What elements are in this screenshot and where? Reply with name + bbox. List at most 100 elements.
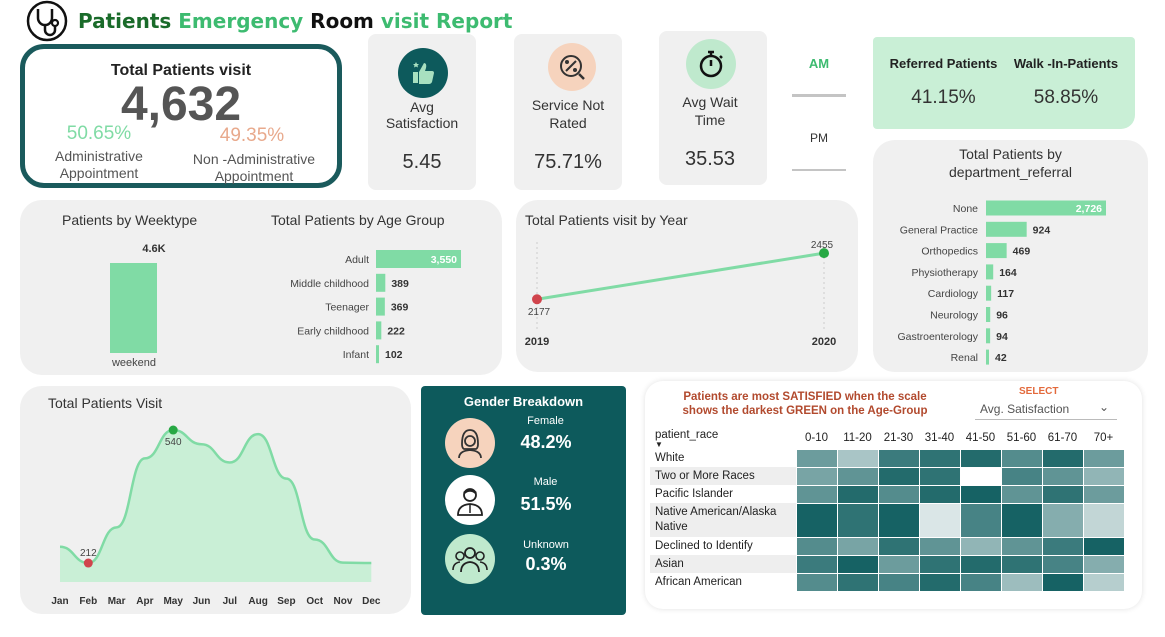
heatmap-cell[interactable] xyxy=(960,537,1001,555)
admin-label-2: Appointment xyxy=(39,165,159,181)
heatmap-cell[interactable] xyxy=(796,467,837,485)
heatmap-cell[interactable] xyxy=(1083,503,1124,537)
bar-category-label: Physiotherapy xyxy=(911,267,978,279)
heatmap-cell[interactable] xyxy=(1083,467,1124,485)
heatmap-cell[interactable] xyxy=(837,503,878,537)
weektype-bar[interactable] xyxy=(110,263,157,353)
heatmap-cell[interactable] xyxy=(960,573,1001,591)
heatmap-cell[interactable] xyxy=(1042,503,1083,537)
bar-category-label: Gastroenterology xyxy=(897,331,978,343)
heatmap-column-header[interactable]: 21-30 xyxy=(878,427,919,449)
month-tick-label: Feb xyxy=(79,596,97,607)
heatmap-cell[interactable] xyxy=(796,449,837,467)
heatmap-cell[interactable] xyxy=(1001,467,1042,485)
heatmap-cell[interactable] xyxy=(960,503,1001,537)
heatmap-cell[interactable] xyxy=(919,503,960,537)
heatmap-cell[interactable] xyxy=(1083,573,1124,591)
heatmap-cell[interactable] xyxy=(1083,537,1124,555)
heatmap-cell[interactable] xyxy=(1001,449,1042,467)
weektype-title: Patients by Weektype xyxy=(62,212,197,228)
non-admin-pct: 49.35% xyxy=(187,125,317,147)
heatmap-cell[interactable] xyxy=(1042,537,1083,555)
heatmap-cell[interactable] xyxy=(837,467,878,485)
monthly-max-label: 540 xyxy=(165,437,182,448)
heatmap-cell[interactable] xyxy=(796,573,837,591)
measure-dropdown[interactable]: Avg. Satisfaction ⌄ xyxy=(975,398,1117,420)
heatmap-cell[interactable] xyxy=(878,485,919,503)
heatmap-cell[interactable] xyxy=(878,537,919,555)
heatmap-column-header[interactable]: 0-10 xyxy=(796,427,837,449)
bar xyxy=(986,350,989,365)
male-label: Male xyxy=(513,476,578,488)
heatmap-cell[interactable] xyxy=(796,503,837,537)
monthly-max-point xyxy=(169,426,178,435)
heatmap-note-line-1: Patients are most SATISFIED when the sca… xyxy=(660,390,950,404)
heatmap-cell[interactable] xyxy=(1042,485,1083,503)
heatmap-column-header[interactable]: 31-40 xyxy=(919,427,960,449)
avg-wait-time-card: Avg Wait Time 35.53 xyxy=(659,31,767,185)
bar xyxy=(986,307,990,322)
heatmap-cell[interactable] xyxy=(837,555,878,573)
unknown-group-icon xyxy=(445,534,495,584)
bar-category-label: Infant xyxy=(343,349,369,361)
heatmap-cell[interactable] xyxy=(796,537,837,555)
heatmap-cell[interactable] xyxy=(1001,503,1042,537)
bar-category-label: Renal xyxy=(951,352,978,364)
heatmap-cell[interactable] xyxy=(919,485,960,503)
bar xyxy=(986,286,991,301)
heatmap-cell[interactable] xyxy=(960,449,1001,467)
heatmap-cell[interactable] xyxy=(919,449,960,467)
dept-title-1: Total Patients by xyxy=(873,146,1148,162)
heatmap-column-header[interactable]: 11-20 xyxy=(837,427,878,449)
avg-satisfaction-value: 5.45 xyxy=(368,151,476,174)
heatmap-cell[interactable] xyxy=(1083,555,1124,573)
referred-label: Referred Patients xyxy=(881,56,1006,71)
heatmap-column-header[interactable]: 61-70 xyxy=(1042,427,1083,449)
heatmap-row-label: Native American/Alaska Native xyxy=(650,503,796,537)
heatmap-cell[interactable] xyxy=(1001,537,1042,555)
heatmap-cell[interactable] xyxy=(878,573,919,591)
heatmap-cell[interactable] xyxy=(919,537,960,555)
heatmap-cell[interactable] xyxy=(960,467,1001,485)
heatmap-cell[interactable] xyxy=(1042,573,1083,591)
heatmap-cell[interactable] xyxy=(1083,485,1124,503)
heatmap-cell[interactable] xyxy=(1001,555,1042,573)
heatmap-cell[interactable] xyxy=(878,555,919,573)
heatmap-cell[interactable] xyxy=(1083,449,1124,467)
heatmap-cell[interactable] xyxy=(1042,555,1083,573)
heatmap-cell[interactable] xyxy=(919,555,960,573)
bar-data-label: 924 xyxy=(1033,224,1051,236)
year-tick-label: 2019 xyxy=(525,336,549,348)
heatmap-cell[interactable] xyxy=(878,449,919,467)
month-tick-label: Jun xyxy=(193,596,211,607)
title-part-room: Room xyxy=(310,9,381,33)
heatmap-column-header[interactable]: 41-50 xyxy=(960,427,1001,449)
heatmap-cell[interactable] xyxy=(796,485,837,503)
weektype-category-label: weekend xyxy=(104,357,164,369)
heatmap-cell[interactable] xyxy=(1001,573,1042,591)
heatmap-cell[interactable] xyxy=(837,485,878,503)
heatmap-cell[interactable] xyxy=(837,573,878,591)
heatmap-cell[interactable] xyxy=(878,467,919,485)
am-option[interactable]: AM xyxy=(790,56,848,71)
heatmap-column-header[interactable]: 70+ xyxy=(1083,427,1124,449)
bar xyxy=(376,274,385,292)
heatmap-cell[interactable] xyxy=(837,449,878,467)
heatmap-cell[interactable] xyxy=(1001,485,1042,503)
pm-option[interactable]: PM xyxy=(790,131,848,145)
bar-category-label: Cardiology xyxy=(928,288,979,300)
bar xyxy=(986,328,990,343)
heatmap-row: Pacific Islander xyxy=(650,485,1124,503)
heatmap-cell[interactable] xyxy=(960,555,1001,573)
walkin-value: 58.85% xyxy=(1006,87,1126,109)
heatmap-cell[interactable] xyxy=(796,555,837,573)
heatmap-cell[interactable] xyxy=(960,485,1001,503)
heatmap-cell[interactable] xyxy=(1042,449,1083,467)
heatmap-cell[interactable] xyxy=(1042,467,1083,485)
monthly-visits-card: Total Patients Visit 540 212 Jan Feb Mar Apr M… xyxy=(20,386,411,614)
heatmap-cell[interactable] xyxy=(878,503,919,537)
heatmap-cell[interactable] xyxy=(919,467,960,485)
heatmap-cell[interactable] xyxy=(837,537,878,555)
heatmap-column-header[interactable]: 51-60 xyxy=(1001,427,1042,449)
heatmap-cell[interactable] xyxy=(919,573,960,591)
